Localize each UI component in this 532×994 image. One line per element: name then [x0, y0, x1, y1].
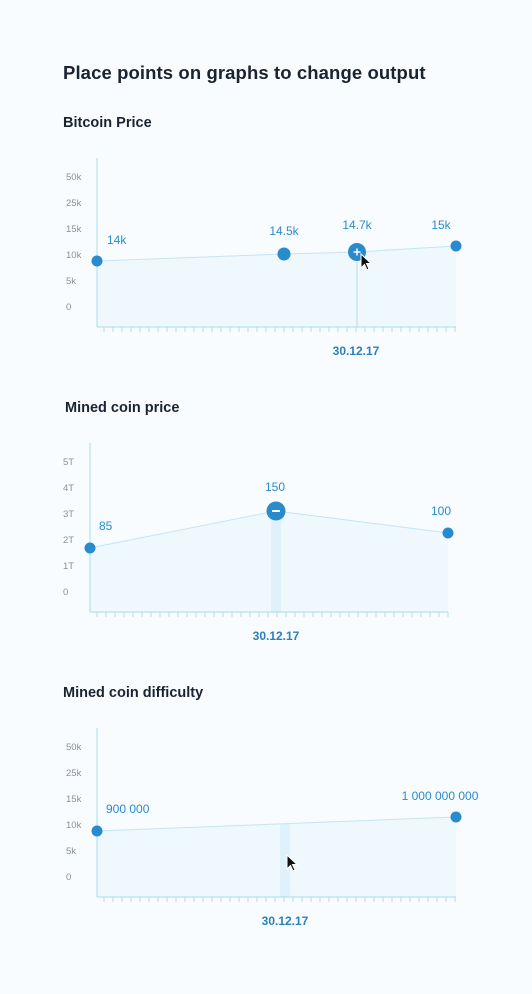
y-tick-label: 25k — [66, 198, 82, 209]
y-tick-label: 25k — [66, 768, 82, 779]
point-value-label: 150 — [265, 480, 285, 494]
y-tick-label: 5T — [63, 457, 74, 468]
y-tick-label: 0 — [63, 587, 68, 598]
y-tick-label: 50k — [66, 172, 82, 183]
arrow-cursor-icon — [286, 853, 299, 872]
data-point[interactable] — [277, 247, 291, 261]
plus-icon[interactable] — [353, 248, 361, 256]
y-tick-label: 1T — [63, 561, 74, 572]
point-value-label: 14.7k — [342, 218, 372, 232]
highlight-bar — [271, 511, 281, 612]
x-axis-ticks — [103, 327, 456, 332]
series-line — [96, 245, 457, 262]
point-value-label: 85 — [99, 519, 113, 533]
arrow-cursor-icon — [360, 252, 373, 271]
point-value-label: 15k — [431, 218, 451, 232]
date-label: 30.12.17 — [253, 629, 300, 643]
data-point[interactable] — [450, 240, 462, 252]
point-value-label: 14k — [107, 233, 127, 247]
area-fill — [97, 246, 456, 327]
data-point[interactable] — [442, 527, 454, 539]
area-fill — [97, 817, 456, 897]
y-tick-label: 5k — [66, 846, 76, 857]
y-tick-label: 50k — [66, 742, 82, 753]
point-value-label: 14.5k — [269, 224, 299, 238]
data-point[interactable] — [91, 255, 103, 267]
point-value-label: 100 — [431, 504, 451, 518]
date-label: 30.12.17 — [333, 344, 380, 358]
y-tick-label: 2T — [63, 535, 74, 546]
point-value-label: 1 000 000 000 — [402, 789, 479, 803]
y-tick-label: 0 — [66, 872, 71, 883]
area-fill — [90, 511, 448, 612]
bitcoin-price-chart[interactable]: 50k 25k 15k 10k 5k 0 14k 14.5k 14.7k 15k… — [0, 150, 532, 370]
series-line — [96, 816, 457, 832]
chart-title-mined-coin-price: Mined coin price — [65, 400, 180, 416]
highlight-bar — [280, 824, 290, 897]
data-point[interactable] — [450, 811, 462, 823]
x-axis-ticks — [96, 612, 449, 617]
data-point[interactable] — [84, 542, 96, 554]
chart-title-mined-coin-difficulty: Mined coin difficulty — [63, 685, 204, 701]
y-tick-label: 15k — [66, 224, 82, 235]
chart-title-bitcoin-price: Bitcoin Price — [63, 115, 152, 131]
y-tick-label: 0 — [66, 302, 71, 313]
y-tick-label: 5k — [66, 276, 76, 287]
y-tick-label: 15k — [66, 794, 82, 805]
y-tick-label: 10k — [66, 820, 82, 831]
date-label: 30.12.17 — [262, 914, 309, 928]
y-tick-label: 3T — [63, 509, 74, 520]
point-value-label: 900 000 — [106, 802, 150, 816]
y-tick-label: 4T — [63, 483, 74, 494]
mined-coin-price-chart[interactable]: 5T 4T 3T 2T 1T 0 85 150 100 30.12.17 — [0, 435, 532, 655]
data-point[interactable] — [91, 825, 103, 837]
x-axis-ticks — [103, 897, 456, 902]
mined-coin-difficulty-chart[interactable]: 50k 25k 15k 10k 5k 0 900 000 1 000 000 0… — [0, 720, 532, 940]
y-tick-label: 10k — [66, 250, 82, 261]
page-title: Place points on graphs to change output — [63, 62, 426, 83]
